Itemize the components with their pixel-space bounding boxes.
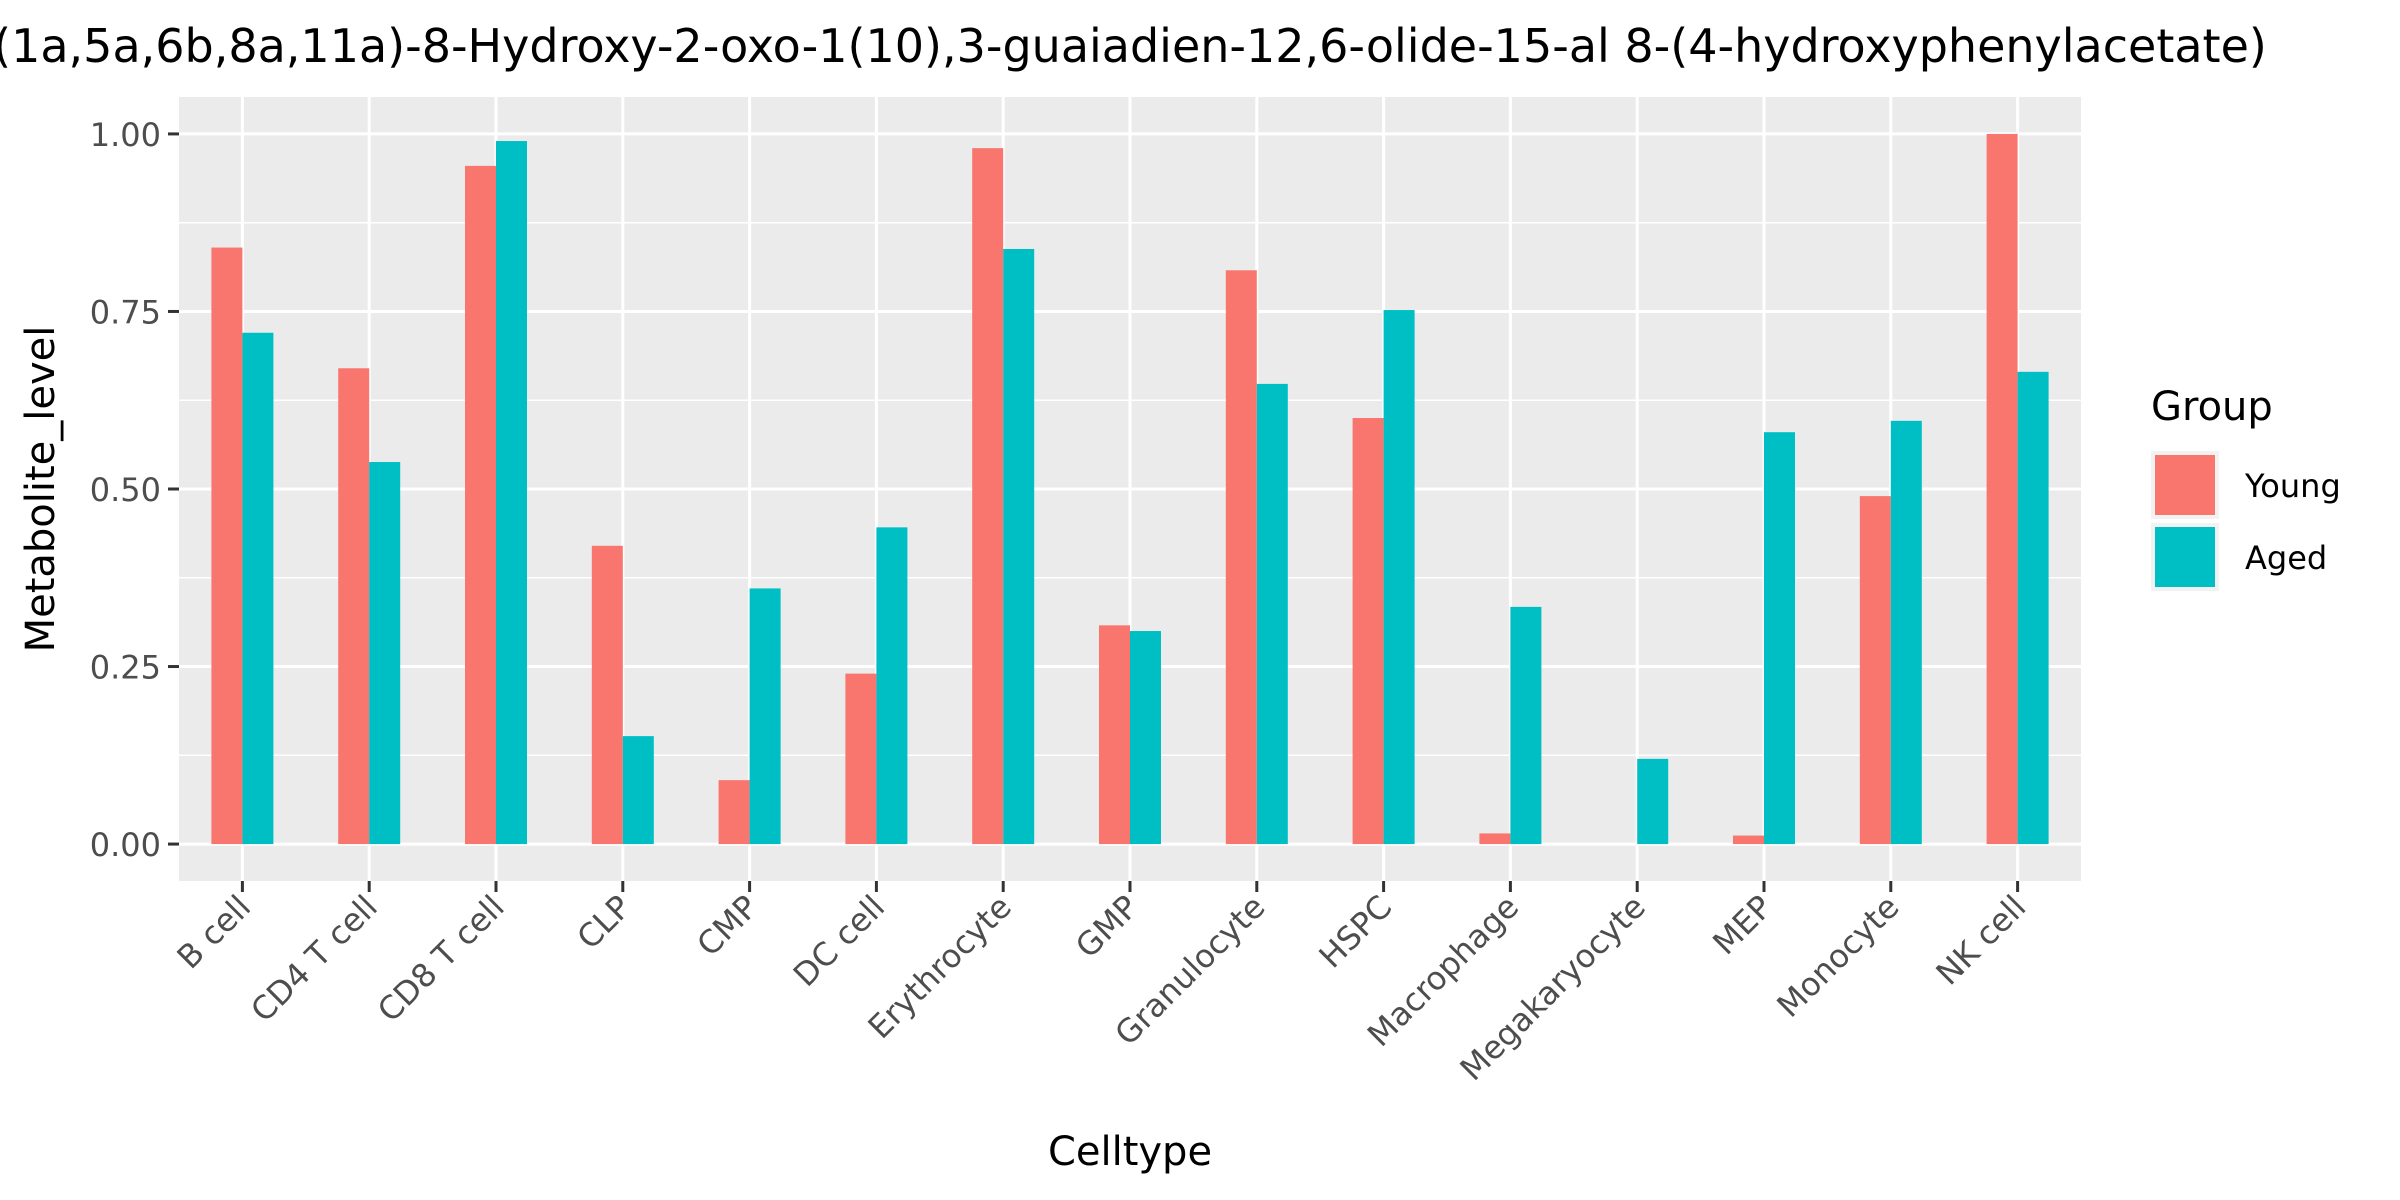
bar-aged-cmp: [749, 588, 781, 845]
bar-young-b-cell: [211, 247, 243, 845]
bar-aged-hspc: [1383, 310, 1415, 845]
bar-aged-macrophage: [1510, 606, 1542, 845]
bar-young-cmp: [718, 780, 750, 845]
bar-aged-megakaryocyte: [1637, 758, 1669, 845]
x-tick-label: CMP: [689, 888, 765, 964]
x-tick-label: Monocyte: [1769, 888, 1906, 1025]
x-tick-label: CD4 T cell: [243, 888, 385, 1030]
x-tick-label: MEP: [1705, 888, 1779, 962]
bar-aged-nk-cell: [2017, 371, 2049, 845]
bar-young-hspc: [1352, 417, 1384, 845]
y-axis: 0.00 0.25 0.50 0.75 1.00: [90, 116, 179, 864]
y-tick-label: 1.00: [90, 116, 161, 154]
x-axis-title: Celltype: [1048, 1129, 1212, 1175]
bar-young-gmp: [1099, 625, 1130, 845]
bar-young-nk-cell: [1986, 133, 2018, 845]
y-tick-label: 0.50: [90, 471, 161, 509]
bar-young-cd8-t-cell: [465, 165, 496, 845]
bar-aged-mep: [1764, 432, 1795, 845]
x-tick-label: GMP: [1068, 888, 1146, 966]
bars: [211, 133, 2049, 845]
bar-young-mep: [1733, 835, 1764, 845]
y-tick-label: 0.00: [90, 826, 161, 864]
y-axis-title: Metabolite_level: [18, 326, 64, 653]
bar-aged-dc-cell: [876, 527, 908, 845]
bar-aged-cd8-t-cell: [496, 141, 527, 845]
bar-young-monocyte: [1859, 496, 1891, 845]
bar-young-granulocyte: [1225, 270, 1257, 845]
x-tick-label: CLP: [570, 888, 639, 957]
bar-aged-gmp: [1130, 631, 1161, 845]
legend-key-aged: [2155, 527, 2215, 587]
bar-young-dc-cell: [845, 673, 877, 845]
bar-young-clp: [591, 545, 623, 845]
chart-title: (1a,5a,6b,8a,11a)-8-Hydroxy-2-oxo-1(10),…: [0, 19, 2267, 73]
legend-title: Group: [2151, 384, 2273, 430]
bar-young-macrophage: [1479, 833, 1511, 845]
bar-aged-granulocyte: [1256, 383, 1288, 845]
legend-label-aged: Aged: [2245, 539, 2327, 577]
bar-aged-monocyte: [1890, 420, 1922, 845]
bar-aged-b-cell: [242, 332, 274, 845]
legend: Group Young Aged: [2151, 384, 2341, 591]
legend-label-young: Young: [2244, 467, 2341, 505]
x-tick-label: CD8 T cell: [370, 888, 512, 1030]
y-tick-label: 0.75: [90, 293, 161, 331]
legend-items: Young Aged: [2151, 451, 2341, 591]
bar-aged-cd4-t-cell: [369, 462, 401, 845]
y-tick-label: 0.25: [90, 649, 161, 687]
bar-young-cd4-t-cell: [338, 368, 370, 845]
bar-aged-erythrocyte: [1003, 248, 1035, 845]
x-tick-label: DC cell: [786, 888, 892, 994]
x-tick-label: HSPC: [1312, 888, 1400, 976]
x-tick-label: NK cell: [1928, 888, 2033, 993]
bar-aged-clp: [622, 736, 654, 845]
x-tick-label: B cell: [170, 888, 259, 977]
legend-key-young: [2155, 455, 2215, 515]
bar-young-erythrocyte: [972, 148, 1004, 845]
